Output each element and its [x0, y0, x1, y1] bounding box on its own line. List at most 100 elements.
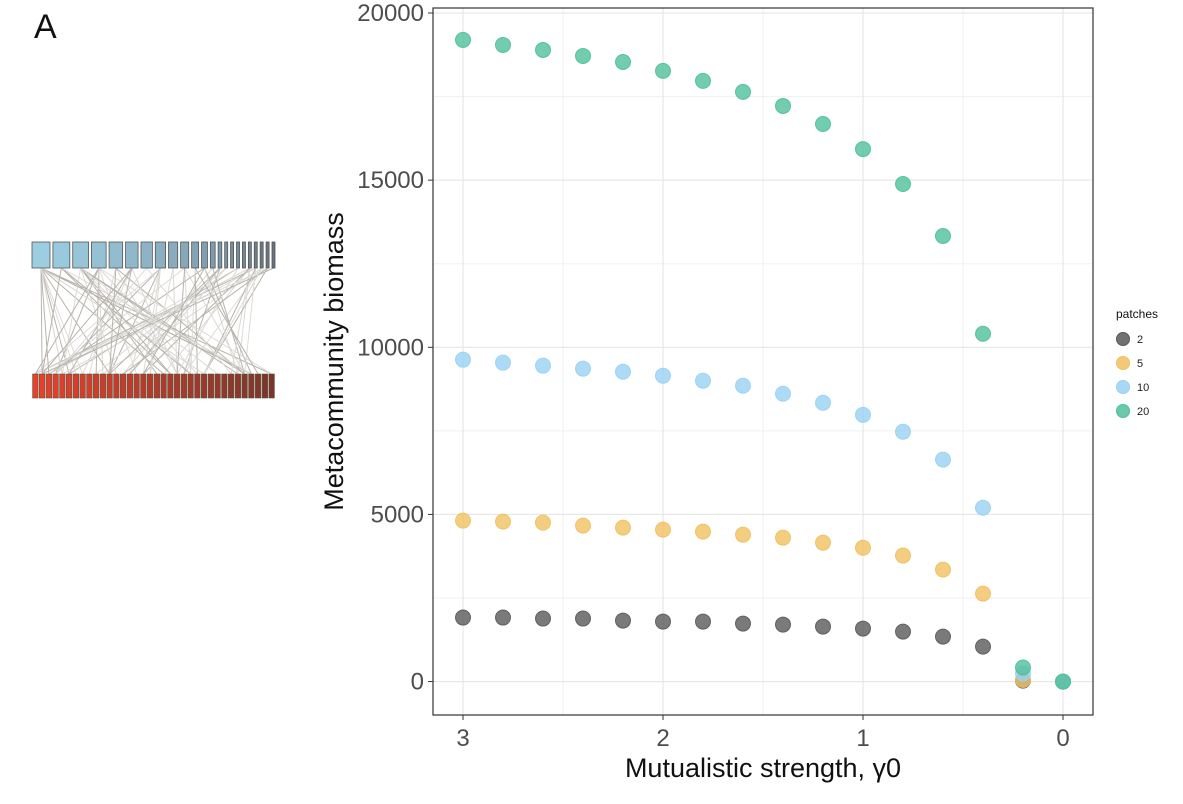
gridlines [433, 8, 1093, 715]
network-top-node [140, 241, 153, 269]
network-bottom-node [214, 373, 221, 399]
network-bottom-node [153, 373, 160, 399]
network-bottom-node [66, 373, 73, 399]
network-link [35, 267, 268, 375]
y-tick-label: 0 [411, 669, 424, 696]
data-point-5 [615, 519, 631, 536]
network-bottom-node [45, 373, 52, 399]
network-bottom-node [201, 373, 208, 399]
network-link [122, 267, 214, 375]
network-bottom-node [174, 373, 181, 399]
legend-label: 5 [1137, 358, 1143, 370]
network-bottom-node [255, 373, 262, 399]
network-bottom-node [99, 373, 106, 399]
network-bottom-node [140, 373, 147, 399]
legend-key-2 [1116, 332, 1130, 346]
network-link [40, 267, 111, 375]
data-point-5 [775, 529, 791, 546]
network-link [61, 267, 82, 375]
data-point-20 [695, 72, 711, 89]
data-point-2 [775, 616, 791, 633]
network-top-node [247, 241, 252, 269]
network-link [115, 267, 245, 375]
network-bottom-node [180, 373, 187, 399]
network-top-node [236, 241, 240, 269]
network-bottom-node [207, 373, 214, 399]
data-point-20 [1015, 659, 1031, 676]
data-point-20 [735, 83, 751, 100]
network-top-node [259, 241, 264, 269]
network-bottom-node [106, 373, 113, 399]
network-bottom-node [241, 373, 248, 399]
network-top-node [72, 241, 89, 269]
data-point-5 [935, 561, 951, 578]
data-point-20 [935, 227, 951, 244]
data-point-2 [615, 612, 631, 629]
data-point-10 [895, 423, 911, 440]
data-point-5 [735, 526, 751, 543]
network-top-node [91, 241, 107, 269]
network-top-node [125, 241, 139, 269]
data-point-5 [575, 517, 591, 534]
network-link [40, 267, 164, 375]
data-point-10 [815, 394, 831, 411]
data-point-2 [455, 609, 471, 626]
network-bottom-node [160, 373, 167, 399]
network-link [40, 267, 205, 375]
network-bottom-node [59, 373, 66, 399]
data-point-2 [735, 615, 751, 632]
network-top-node [253, 241, 258, 269]
x-axis-title: Mutualistic strength, γ0 [625, 753, 901, 783]
data-point-2 [895, 623, 911, 640]
y-tick-label: 15000 [357, 167, 424, 194]
network-bottom-node [221, 373, 228, 399]
network-top-node [224, 241, 229, 269]
data-point-20 [775, 97, 791, 114]
data-point-2 [815, 618, 831, 635]
legend-title: patches [1116, 307, 1158, 321]
data-point-20 [855, 141, 871, 158]
data-point-10 [495, 354, 511, 371]
network-link [176, 267, 239, 375]
network-link [41, 267, 133, 375]
network-top-node [201, 241, 208, 269]
network-bottom-node [52, 373, 59, 399]
network-link [40, 267, 77, 375]
network-link [80, 267, 218, 375]
data-point-10 [655, 367, 671, 384]
data-point-20 [455, 31, 471, 48]
data-point-10 [455, 351, 471, 368]
network-top-node [191, 241, 200, 269]
data-point-2 [855, 620, 871, 637]
data-point-20 [615, 53, 631, 70]
network-link [176, 267, 186, 375]
data-point-10 [935, 451, 951, 468]
data-point-10 [975, 499, 991, 516]
data-point-2 [535, 610, 551, 627]
network-bottom-node [187, 373, 194, 399]
network-bottom-node [228, 373, 235, 399]
legend-label: 20 [1137, 406, 1149, 418]
network-link [131, 267, 178, 375]
network-link [149, 267, 161, 375]
legend: patches 2 5 10 20 [1116, 307, 1158, 418]
data-point-2 [655, 613, 671, 630]
data-point-5 [655, 521, 671, 538]
network-bottom-node [39, 373, 46, 399]
network-bottom-node [133, 373, 140, 399]
x-tick-label: 3 [456, 725, 469, 752]
network-link [62, 267, 256, 375]
network-link [109, 267, 221, 375]
data-point-2 [935, 628, 951, 645]
network-link [212, 267, 246, 375]
network-bottom-node [120, 373, 127, 399]
network-link [109, 267, 117, 375]
data-point-10 [575, 360, 591, 377]
data-point-5 [895, 547, 911, 564]
y-axis-title: Metacommunity biomass [319, 212, 349, 511]
legend-label: 10 [1137, 382, 1149, 394]
network-top-node [209, 241, 216, 269]
data-point-20 [975, 325, 991, 342]
y-tick-label: 20000 [357, 0, 424, 27]
network-links [34, 267, 274, 375]
